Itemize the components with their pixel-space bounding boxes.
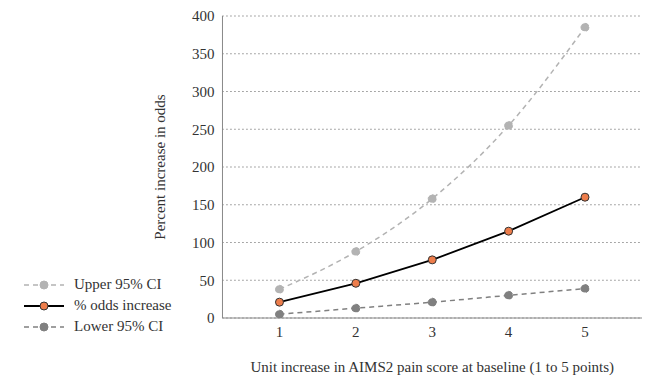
- svg-text:Percent increase in odds: Percent increase in odds: [152, 94, 168, 240]
- svg-text:150: 150: [192, 197, 215, 213]
- svg-text:100: 100: [192, 235, 215, 251]
- svg-text:4: 4: [505, 324, 513, 340]
- svg-text:0: 0: [207, 310, 215, 326]
- svg-text:50: 50: [199, 273, 214, 289]
- svg-text:2: 2: [352, 324, 360, 340]
- svg-text:3: 3: [428, 324, 436, 340]
- svg-text:5: 5: [581, 324, 589, 340]
- svg-text:1: 1: [276, 324, 284, 340]
- html-text:Lower 95% CI: Lower 95% CI: [74, 318, 164, 334]
- svg-text:200: 200: [192, 159, 215, 175]
- svg-text:250: 250: [192, 122, 215, 138]
- svg-text:350: 350: [192, 46, 215, 62]
- svg-text:300: 300: [192, 84, 215, 100]
- svg-text:Unit increase in AIMS2 pain sc: Unit increase in AIMS2 pain score at bas…: [250, 359, 614, 376]
- html-text:% odds increase: % odds increase: [74, 297, 172, 313]
- html-text:Upper 95% CI: Upper 95% CI: [74, 276, 162, 292]
- svg-text:400: 400: [192, 8, 215, 24]
